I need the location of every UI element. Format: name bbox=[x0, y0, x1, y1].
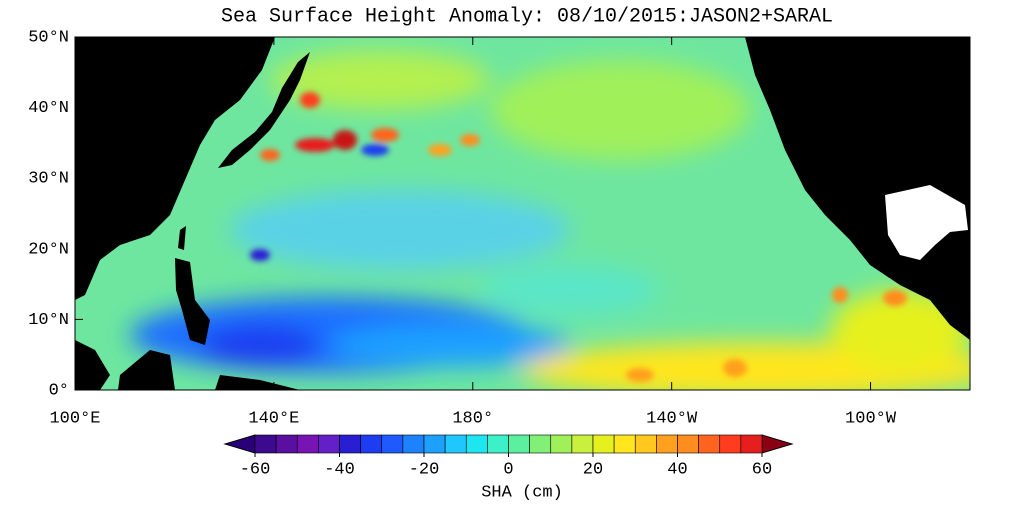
colorbar-swatch bbox=[571, 434, 594, 454]
x-tick-label: 100°W bbox=[845, 409, 897, 428]
colorbar-swatch bbox=[698, 434, 721, 454]
colorbar-swatch bbox=[402, 434, 425, 454]
colorbar-under bbox=[223, 434, 256, 454]
colorbar-swatch bbox=[318, 434, 340, 454]
y-tick-label: 20°N bbox=[28, 240, 69, 259]
colorbar-swatch bbox=[656, 434, 678, 454]
map-title: Sea Surface Height Anomaly: 08/10/2015:J… bbox=[221, 5, 833, 28]
colorbar-swatch bbox=[529, 434, 552, 454]
map-field bbox=[75, 37, 970, 390]
new-guinea bbox=[215, 375, 300, 390]
borneo bbox=[118, 350, 175, 390]
colorbar-swatch bbox=[254, 434, 277, 454]
colorbar-tick-label: 20 bbox=[583, 460, 603, 479]
colorbar-swatch bbox=[613, 434, 636, 454]
asia bbox=[75, 37, 275, 300]
y-tick-label: 40°N bbox=[28, 99, 69, 118]
x-tick-label: 100°E bbox=[49, 409, 100, 428]
americas bbox=[745, 37, 970, 340]
colorbar-swatch bbox=[423, 434, 446, 454]
x-tick-label: 140°E bbox=[248, 409, 299, 428]
anomaly-field bbox=[130, 50, 970, 390]
colorbar-tick-label: -60 bbox=[240, 460, 271, 479]
kuroshio-eddies bbox=[250, 92, 907, 382]
colorbar-swatch bbox=[550, 434, 573, 454]
colorbar-swatch bbox=[592, 434, 615, 454]
colorbar-tick-label: -40 bbox=[324, 460, 355, 479]
x-tick-label: 180° bbox=[452, 409, 493, 428]
indonesia bbox=[75, 340, 110, 390]
y-tick-label: 10°N bbox=[28, 311, 69, 330]
colorbar-tick-label: 40 bbox=[667, 460, 687, 479]
colorbar-tick-label: 60 bbox=[752, 460, 772, 479]
colorbar-swatch bbox=[296, 434, 319, 454]
colorbar-swatch bbox=[634, 434, 657, 454]
philippines bbox=[175, 258, 210, 345]
colorbar-swatch bbox=[360, 434, 383, 454]
colorbar-swatch bbox=[719, 434, 742, 454]
colorbar-swatch bbox=[740, 434, 763, 454]
colorbar-swatch bbox=[381, 434, 404, 454]
colorbar-swatch bbox=[508, 434, 530, 454]
japan bbox=[218, 52, 310, 168]
gulf-of-mexico bbox=[885, 185, 968, 260]
colorbar-swatch bbox=[275, 434, 298, 454]
colorbar-swatch bbox=[677, 434, 699, 454]
taiwan bbox=[178, 226, 186, 250]
colorbar-swatch bbox=[444, 434, 467, 454]
y-tick-label: 30°N bbox=[28, 170, 69, 189]
colorbar-swatch bbox=[339, 434, 361, 454]
x-tick-label: 140°W bbox=[646, 409, 698, 428]
colorbar-over bbox=[761, 434, 794, 454]
map-frame bbox=[74, 36, 971, 391]
y-tick-label: 0° bbox=[49, 381, 69, 400]
colorbar-label: SHA (cm) bbox=[481, 483, 563, 502]
y-tick-label: 50°N bbox=[28, 28, 69, 47]
colorbar-swatch bbox=[465, 434, 488, 454]
colorbar-swatch bbox=[487, 434, 509, 454]
colorbar-tick-label: -20 bbox=[409, 460, 440, 479]
colorbar-tick-label: 0 bbox=[503, 460, 513, 479]
